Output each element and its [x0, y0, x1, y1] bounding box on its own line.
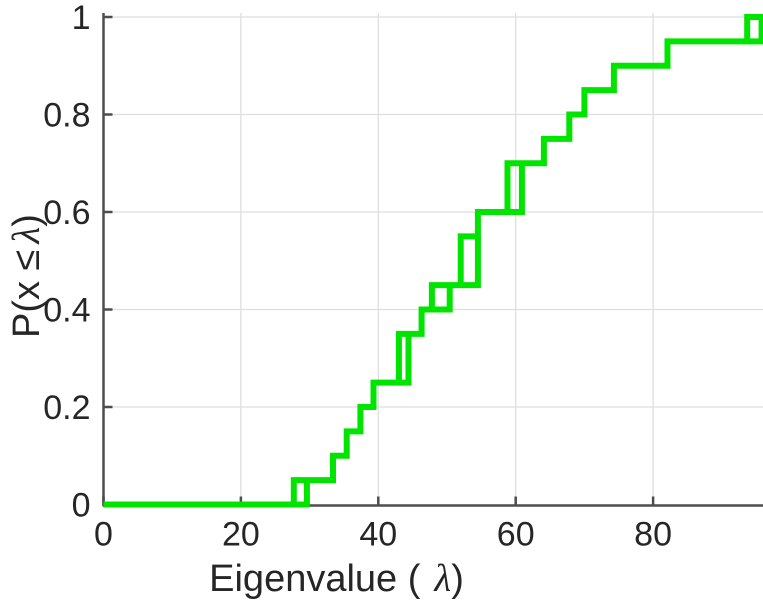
lambda-symbol: λ: [434, 557, 452, 600]
axes-spines-and-ticks: [102, 13, 763, 507]
y-tick-label: 0: [72, 487, 91, 525]
tick-labels: 0 20 40 60 80 0 0.2 0.4 0.6 0.8 1: [43, 0, 672, 554]
x-axis-label-suffix: ): [451, 558, 464, 600]
x-tick-label: 60: [497, 516, 535, 554]
x-tick-label: 80: [634, 516, 672, 554]
x-tick-label: 20: [222, 516, 260, 554]
ecdf-curve-twin-segments: [293, 17, 763, 508]
y-tick-label: 0.4: [43, 292, 90, 330]
y-tick-label: 0.8: [43, 97, 90, 135]
ecdf-curve-layer: [103, 14, 763, 508]
y-tick-label: 0.2: [43, 389, 90, 427]
y-axis-label: P(x ≤ λ): [4, 214, 49, 338]
x-tick-label: 0: [94, 516, 113, 554]
x-axis-label-text: Eigenvalue (: [209, 558, 421, 600]
lambda-symbol: λ: [5, 226, 48, 244]
ecdf-curve: [103, 14, 763, 508]
y-axis-label-suffix: ): [6, 214, 48, 227]
y-tick-label: 1: [72, 0, 91, 37]
x-tick-label: 40: [359, 516, 397, 554]
y-tick-label: 0.6: [43, 194, 90, 232]
x-axis-label: Eigenvalue ( λ): [0, 556, 763, 600]
grid-lines: [103, 13, 763, 505]
y-axis-label-text: P(x ≤: [6, 249, 48, 338]
